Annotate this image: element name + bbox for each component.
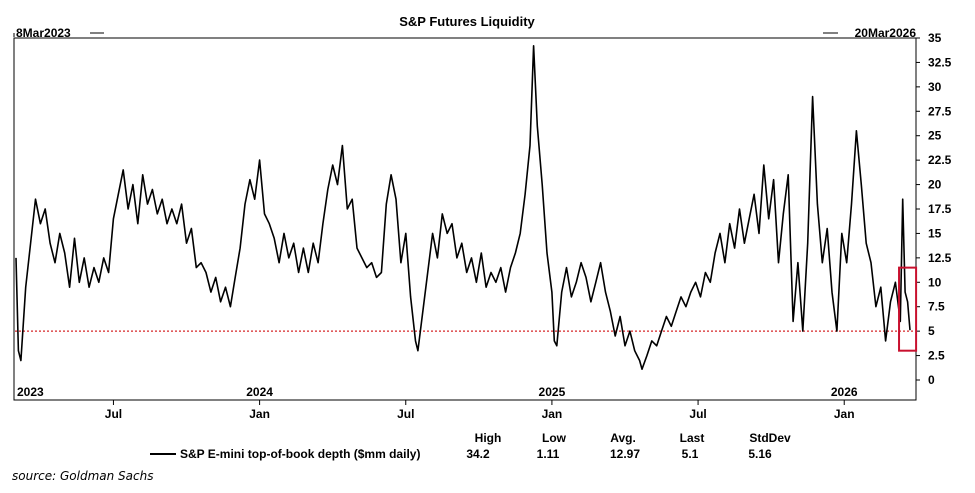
stat-low-header: Low bbox=[542, 431, 567, 445]
x-year-label: 2026 bbox=[831, 385, 858, 399]
x-tick-label: Jan bbox=[834, 407, 855, 421]
stat-low-value: 1.11 bbox=[537, 447, 560, 461]
stat-last-header: Last bbox=[680, 431, 705, 445]
y-tick-label: 35 bbox=[928, 31, 942, 45]
x-tick-label: Jan bbox=[249, 407, 270, 421]
stat-high-header: High bbox=[475, 431, 502, 445]
y-tick-label: 7.5 bbox=[928, 300, 945, 314]
y-axis: 0 2.5 5 7.5 10 12.5 15 17.5 20 22.5 25 27.5 30 32.5 35 bbox=[916, 31, 952, 387]
y-tick-label: 5 bbox=[928, 324, 935, 338]
x-tick-label: Jan bbox=[542, 407, 563, 421]
depth-series-line bbox=[15, 45, 911, 370]
y-tick-label: 27.5 bbox=[928, 104, 952, 118]
y-tick-label: 20 bbox=[928, 178, 942, 192]
y-tick-label: 30 bbox=[928, 80, 942, 94]
plot-frame bbox=[13, 37, 917, 401]
x-tick-label: Jul bbox=[105, 407, 122, 421]
stat-stddev-value: 5.16 bbox=[748, 447, 772, 461]
y-tick-label: 17.5 bbox=[928, 202, 952, 216]
chart-title: S&P Futures Liquidity bbox=[399, 14, 535, 29]
x-tick-label: Jul bbox=[397, 407, 414, 421]
y-tick-label: 15 bbox=[928, 226, 942, 240]
y-tick-label: 12.5 bbox=[928, 251, 952, 265]
x-year-label: 2025 bbox=[539, 385, 566, 399]
x-year-label: 2024 bbox=[246, 385, 273, 399]
legend-stats: High 34.2 Low 1.11 Avg. 12.97 Last 5.1 S… bbox=[466, 431, 791, 461]
start-date-label: 8Mar2023 bbox=[16, 26, 71, 40]
y-tick-label: 32.5 bbox=[928, 55, 952, 69]
stat-avg-value: 12.97 bbox=[610, 447, 640, 461]
recent-highlight-box bbox=[898, 266, 918, 352]
x-year-label: 2023 bbox=[17, 385, 44, 399]
end-date-label: 20Mar2026 bbox=[855, 26, 917, 40]
x-axis: Jul Jan Jul Jan Jul Jan 2023 2024 2025 2026 bbox=[17, 385, 858, 421]
stat-stddev-header: StdDev bbox=[749, 431, 791, 445]
y-tick-label: 0 bbox=[928, 373, 935, 387]
y-tick-label: 10 bbox=[928, 275, 942, 289]
legend-label: S&P E-mini top-of-book depth ($mm daily) bbox=[180, 447, 420, 461]
y-tick-label: 25 bbox=[928, 129, 942, 143]
x-tick-label: Jul bbox=[689, 407, 706, 421]
source-note: source: Goldman Sachs bbox=[12, 469, 153, 483]
y-tick-label: 22.5 bbox=[928, 153, 952, 167]
stat-high-value: 34.2 bbox=[466, 447, 490, 461]
stat-avg-header: Avg. bbox=[610, 431, 636, 445]
stat-last-value: 5.1 bbox=[682, 447, 699, 461]
y-tick-label: 2.5 bbox=[928, 349, 945, 363]
